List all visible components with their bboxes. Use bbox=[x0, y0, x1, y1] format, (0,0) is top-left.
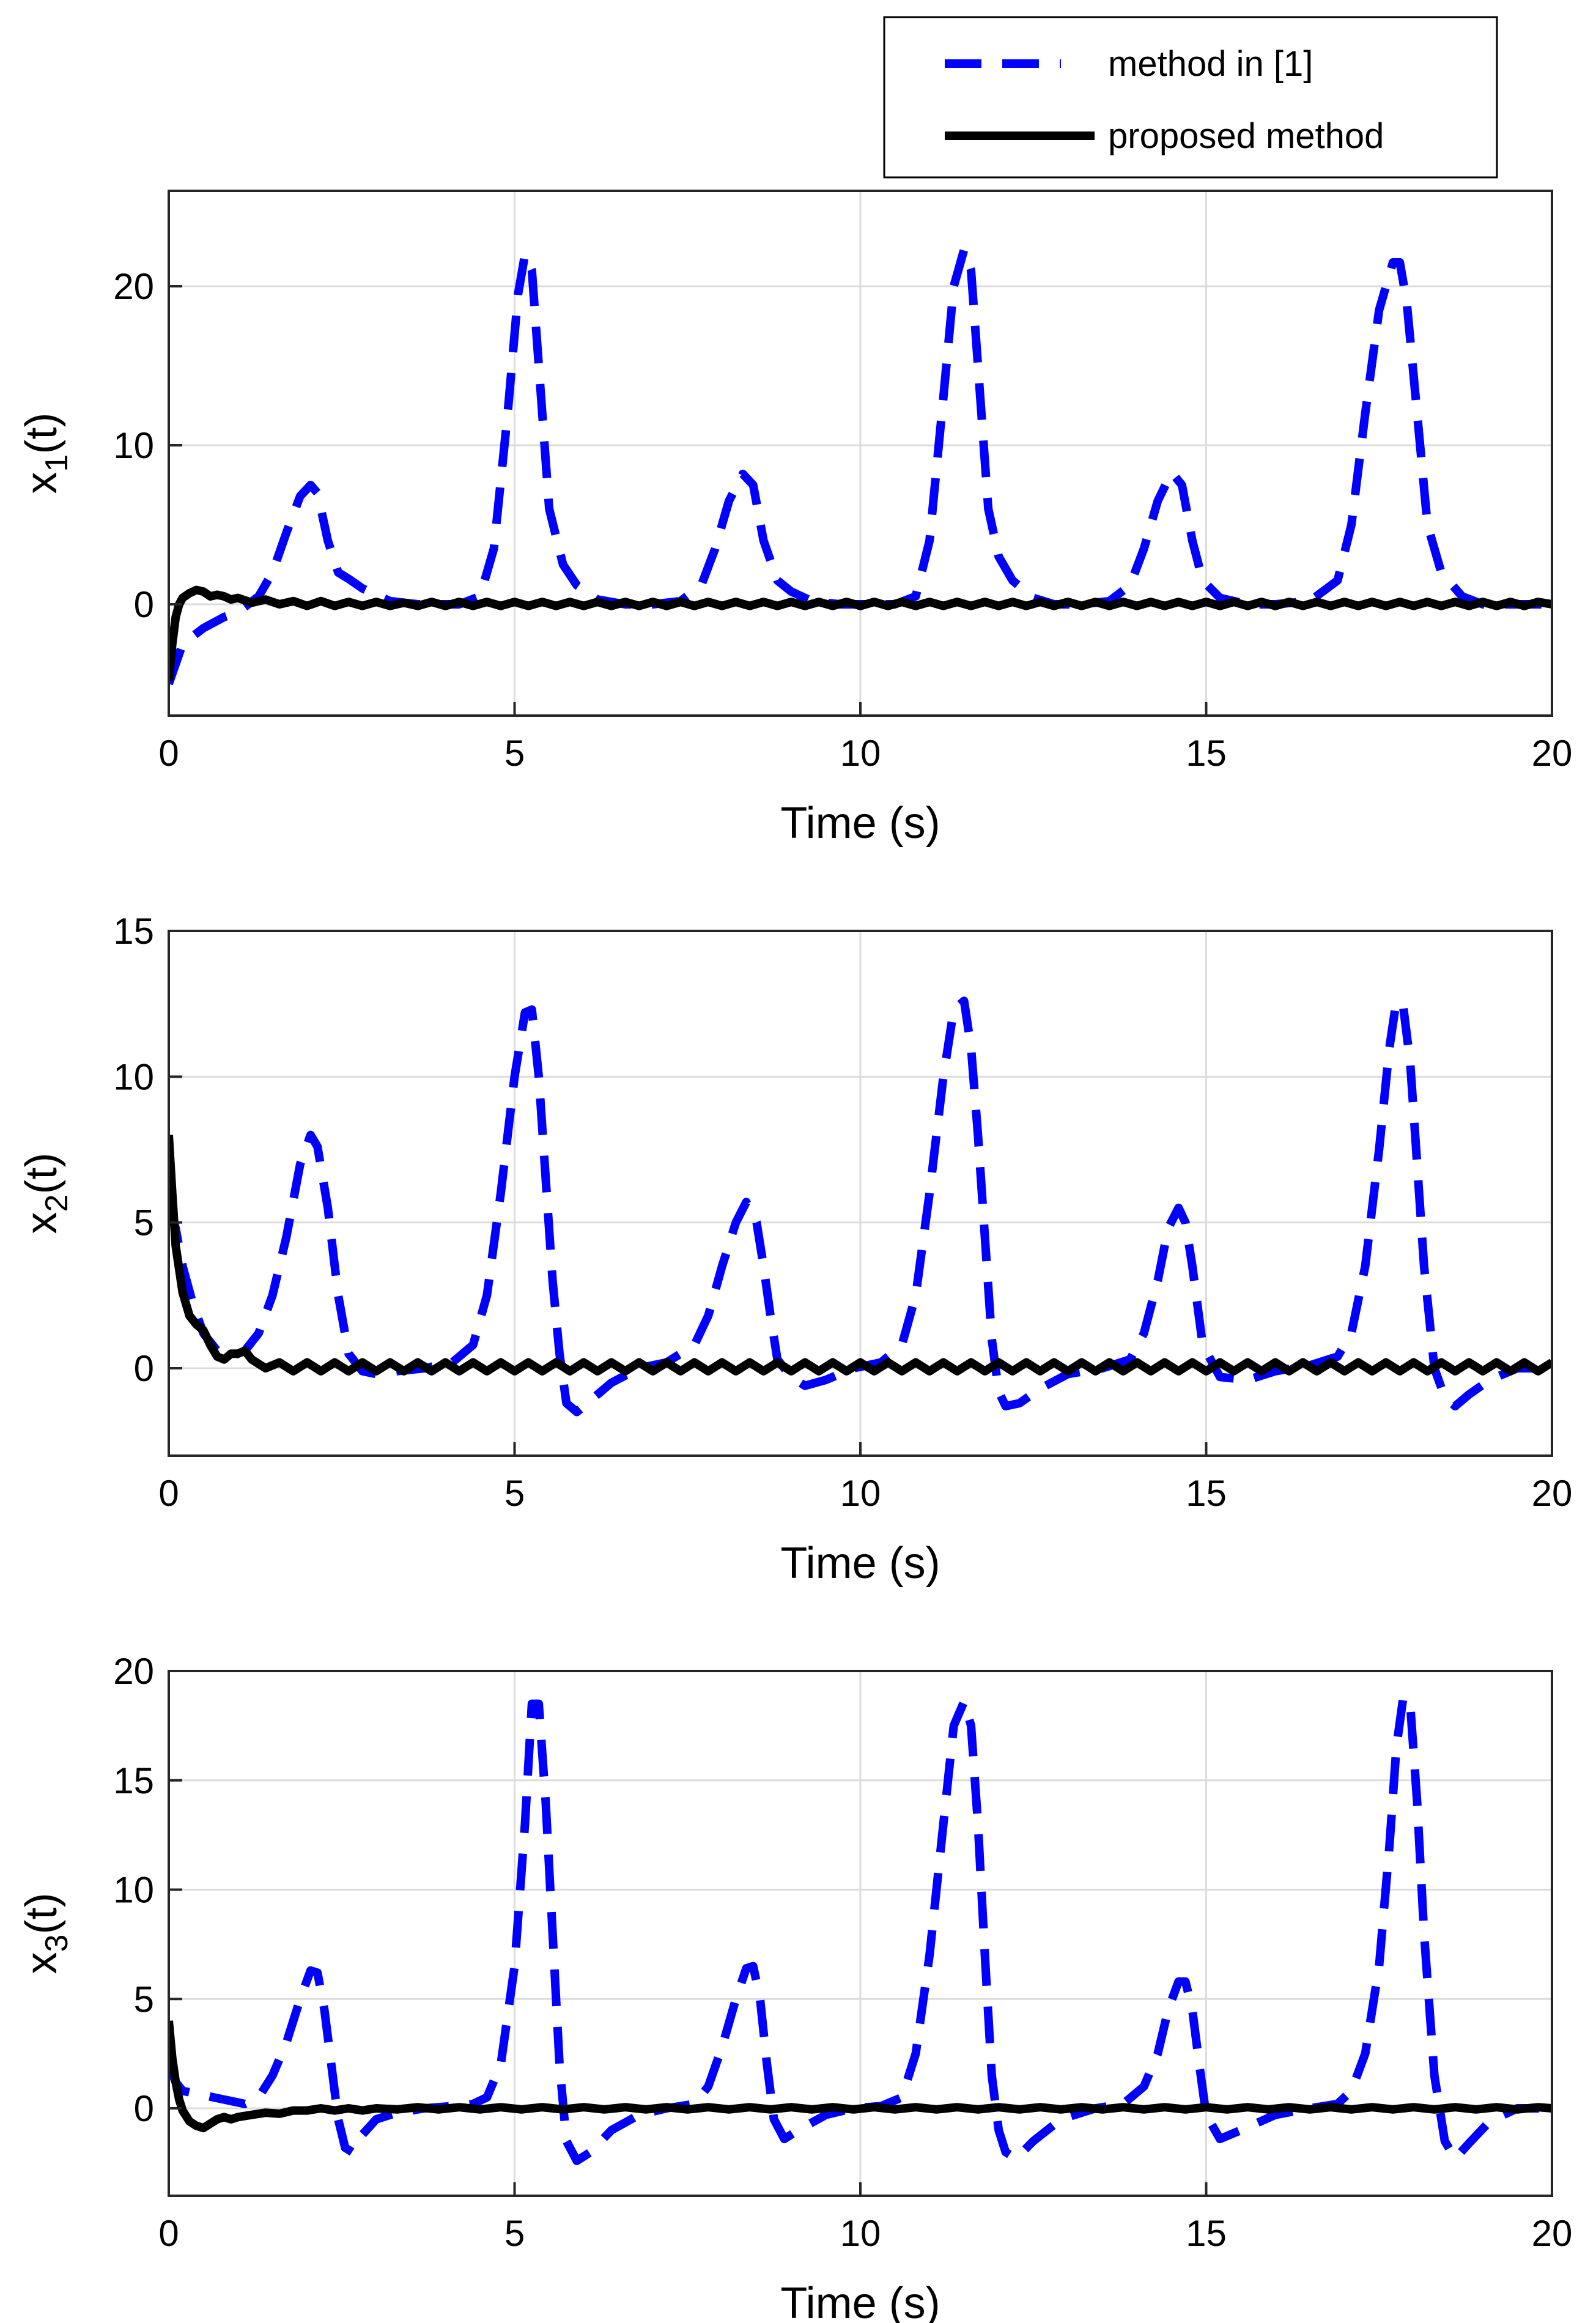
y-axis-label-base: x bbox=[17, 1212, 66, 1234]
x-tick-label: 15 bbox=[1186, 2213, 1227, 2254]
x-tick-label: 15 bbox=[1186, 1473, 1227, 1514]
y-axis-label-subscript: 3 bbox=[39, 1935, 75, 1952]
x-tick-label: 10 bbox=[840, 1473, 881, 1514]
x-axis-label: Time (s) bbox=[780, 1539, 940, 1588]
y-axis-label-suffix: (t) bbox=[17, 413, 66, 454]
y-tick-label: 15 bbox=[113, 1760, 154, 1801]
y-tick-label: 5 bbox=[134, 1202, 154, 1243]
y-axis-label-suffix: (t) bbox=[17, 1893, 66, 1935]
y-tick-label: 20 bbox=[113, 266, 154, 307]
series-proposed-method-x1 bbox=[169, 585, 1552, 681]
y-tick-label: 0 bbox=[134, 584, 154, 625]
legend-label-proposed-method: proposed method bbox=[1108, 116, 1384, 156]
x-tick-label: 5 bbox=[504, 733, 525, 774]
series-method-in-1-x2 bbox=[169, 996, 1552, 1417]
subplot-x1: 0 5 10 15 20 0 10 20 Time (s) x1(t) bbox=[17, 190, 1573, 848]
series-proposed-method-x2 bbox=[169, 1135, 1552, 1376]
legend-label-method-in-1: method in [1] bbox=[1108, 44, 1313, 84]
y-axis-label-subscript: 2 bbox=[39, 1195, 75, 1212]
x-tick-label: 20 bbox=[1532, 733, 1573, 774]
x-tick-label: 0 bbox=[158, 2213, 179, 2254]
legend-box bbox=[883, 16, 1498, 179]
y-tick-label: 10 bbox=[113, 1056, 154, 1097]
x-tick-label: 10 bbox=[840, 733, 881, 774]
y-tick-label: 20 bbox=[113, 1651, 154, 1692]
x-tick-label: 5 bbox=[504, 1473, 525, 1514]
series-proposed-method-x3 bbox=[169, 2020, 1552, 2133]
y-axis-label: x2(t) bbox=[17, 1153, 75, 1234]
x-axis-label: Time (s) bbox=[780, 2279, 940, 2323]
y-tick-label: 10 bbox=[113, 425, 154, 466]
x-axis-label: Time (s) bbox=[780, 799, 940, 848]
legend: method in [1] proposed method bbox=[883, 16, 1498, 179]
x-tick-label: 20 bbox=[1532, 1473, 1573, 1514]
subplot-x3: 0 5 10 15 20 0 5 10 15 20 Time (s) x3(t) bbox=[17, 1651, 1572, 2323]
y-axis-label: x1(t) bbox=[17, 413, 75, 494]
y-axis-label: x3(t) bbox=[17, 1893, 75, 1974]
y-tick-label: 0 bbox=[134, 2088, 154, 2129]
y-tick-label: 15 bbox=[113, 911, 154, 952]
x-tick-label: 5 bbox=[504, 2213, 525, 2254]
x-tick-label: 0 bbox=[158, 733, 179, 774]
x-tick-label: 0 bbox=[158, 1473, 179, 1514]
subplot-x2: 0 5 10 15 20 0 5 10 15 Time (s) x2(t) bbox=[17, 911, 1572, 1588]
x-tick-label: 20 bbox=[1532, 2213, 1573, 2254]
x-tick-label: 15 bbox=[1186, 733, 1227, 774]
x-tick-label: 10 bbox=[840, 2213, 881, 2254]
y-tick-label: 5 bbox=[134, 1979, 154, 2020]
y-axis-label-suffix: (t) bbox=[17, 1153, 66, 1195]
y-tick-label: 0 bbox=[134, 1348, 154, 1389]
y-axis-label-base: x bbox=[17, 1952, 66, 1974]
y-axis-label-base: x bbox=[17, 472, 66, 494]
y-tick-label: 10 bbox=[113, 1870, 154, 1911]
y-axis-label-subscript: 1 bbox=[39, 454, 75, 472]
